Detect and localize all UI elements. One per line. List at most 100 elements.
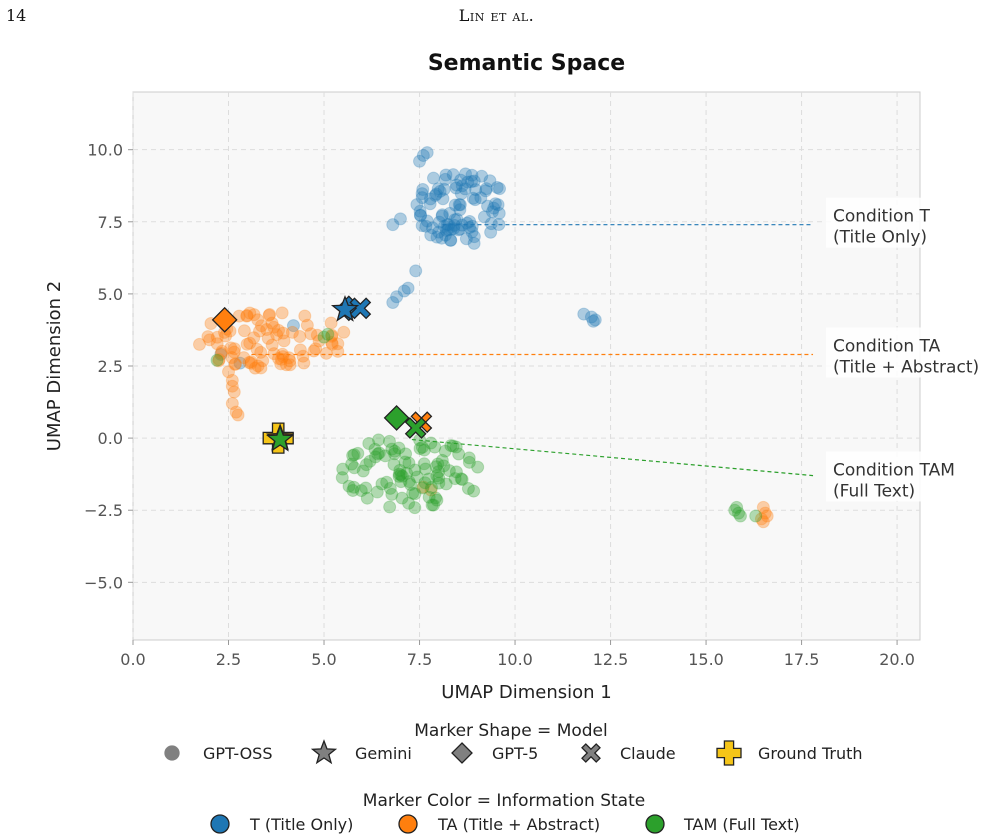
x-tick-label: 5.0 bbox=[311, 650, 336, 669]
scatter-point-tam bbox=[347, 480, 361, 494]
scatter-point-t bbox=[479, 182, 493, 196]
legend-item-ground-truth: Ground Truth bbox=[716, 740, 863, 766]
scatter-point-t bbox=[423, 197, 437, 211]
legend-shape-label: Claude bbox=[620, 744, 676, 763]
scatter-point-t bbox=[433, 184, 447, 198]
scatter-point-tam bbox=[346, 448, 360, 462]
scatter-point-ta bbox=[240, 309, 254, 323]
scatter-point-tam bbox=[359, 458, 373, 472]
scatter-point-tam bbox=[432, 476, 446, 490]
scatter-point-tam bbox=[408, 487, 422, 501]
scatter-point-ta bbox=[285, 325, 299, 339]
scatter-point-tam bbox=[388, 444, 402, 458]
scatter-point-t bbox=[439, 223, 453, 237]
scatter-point-ta bbox=[203, 333, 217, 347]
scatter-point-ta bbox=[244, 355, 258, 369]
scatter-point-t bbox=[447, 222, 461, 236]
y-tick-label: 0.0 bbox=[98, 429, 123, 448]
scatter-point-tam bbox=[382, 434, 396, 448]
scatter-point-t bbox=[467, 236, 481, 250]
scatter-point-t bbox=[393, 212, 407, 226]
scatter-point-t bbox=[469, 183, 483, 197]
x-tick-label: 15.0 bbox=[688, 650, 724, 669]
annotation-sublabel-t: (Title Only) bbox=[833, 228, 927, 248]
annotation-box-ta bbox=[826, 327, 976, 378]
scatter-point-tam bbox=[351, 446, 365, 460]
scatter-point-t bbox=[444, 233, 458, 247]
scatter-point-ta bbox=[300, 318, 314, 332]
t-claude-centroid bbox=[349, 297, 372, 320]
scatter-point-t bbox=[474, 191, 488, 205]
scatter-point-tam bbox=[408, 501, 422, 515]
scatter-point-tam bbox=[399, 447, 413, 461]
scatter-point-t bbox=[584, 310, 598, 324]
scatter-point-tam bbox=[452, 447, 466, 461]
scatter-point-t bbox=[432, 225, 446, 239]
scatter-point-ta bbox=[210, 330, 224, 344]
scatter-point-ta bbox=[240, 337, 254, 351]
scatter-point-ta bbox=[225, 379, 239, 393]
scatter-point-t bbox=[420, 214, 434, 228]
scatter-point-tam bbox=[418, 462, 432, 476]
scatter-point-tam bbox=[430, 493, 444, 507]
scatter-point-tam bbox=[416, 481, 430, 495]
scatter-point-tam bbox=[378, 449, 392, 463]
scatter-point-tam bbox=[404, 478, 418, 492]
scatter-point-t bbox=[444, 222, 458, 236]
scatter-point-tam bbox=[400, 466, 414, 480]
scatter-point-t bbox=[386, 218, 400, 232]
scatter-point-ta bbox=[250, 342, 264, 356]
page-header: 14 Lin et al. bbox=[0, 0, 993, 30]
y-axis-label: UMAP Dimension 2 bbox=[44, 281, 65, 451]
scatter-point-ta bbox=[319, 346, 333, 360]
legend-shape-label: Gemini bbox=[355, 744, 412, 763]
scatter-point-t bbox=[449, 181, 463, 195]
scatter-point-t bbox=[436, 192, 450, 206]
scatter-point-t bbox=[443, 233, 457, 247]
scatter-point-ta bbox=[756, 515, 770, 529]
scatter-point-tam bbox=[438, 444, 452, 458]
legend-color: Marker Color = Information State T (Title… bbox=[210, 791, 800, 834]
annotation-sublabel-ta: (Title + Abstract) bbox=[833, 357, 979, 377]
scatter-point-t bbox=[438, 228, 452, 242]
legend-circle-marker bbox=[164, 745, 180, 761]
scatter-point-ta bbox=[758, 506, 772, 520]
annotation-sublabel-tam: (Full Text) bbox=[833, 481, 915, 501]
scatter-point-t bbox=[451, 223, 465, 237]
scatter-point-t bbox=[415, 191, 429, 205]
scatter-points bbox=[192, 146, 774, 529]
annotation-label-ta: Condition TA bbox=[833, 336, 941, 356]
scatter-point-t bbox=[430, 230, 444, 244]
scatter-point-ta bbox=[293, 343, 307, 357]
scatter-point-ta bbox=[274, 357, 288, 371]
scatter-point-t bbox=[435, 208, 449, 222]
scatter-point-t bbox=[465, 219, 479, 233]
scatter-point-ta bbox=[325, 329, 339, 343]
scatter-point-tam bbox=[439, 477, 453, 491]
x-tick-label: 7.5 bbox=[407, 650, 432, 669]
scatter-point-tam bbox=[402, 475, 416, 489]
scatter-point-ta bbox=[262, 308, 276, 322]
scatter-point-ta bbox=[272, 323, 286, 337]
scatter-point-tam bbox=[462, 455, 476, 469]
legend-item-tam: TAM (Full Text) bbox=[645, 814, 800, 834]
scatter-point-t bbox=[492, 206, 506, 220]
centroid-markers bbox=[211, 294, 433, 454]
scatter-point-ta bbox=[224, 341, 238, 355]
scatter-point-t bbox=[483, 174, 497, 188]
scatter-point-tam bbox=[732, 506, 746, 520]
scatter-point-t bbox=[448, 213, 462, 227]
scatter-point-t bbox=[426, 171, 440, 185]
scatter-point-tam bbox=[317, 330, 331, 344]
scatter-point-t bbox=[447, 218, 461, 232]
scatter-point-tam bbox=[424, 436, 438, 450]
legend-shape-title: Marker Shape = Model bbox=[414, 721, 608, 741]
scatter-point-ta bbox=[265, 316, 279, 330]
scatter-point-ta bbox=[276, 326, 290, 340]
scatter-point-ta bbox=[254, 319, 268, 333]
scatter-point-t bbox=[428, 188, 442, 202]
y-tick-label: 7.5 bbox=[98, 213, 123, 232]
scatter-point-tam bbox=[410, 470, 424, 484]
scatter-point-ta bbox=[267, 320, 281, 334]
scatter-point-ta bbox=[309, 342, 323, 356]
